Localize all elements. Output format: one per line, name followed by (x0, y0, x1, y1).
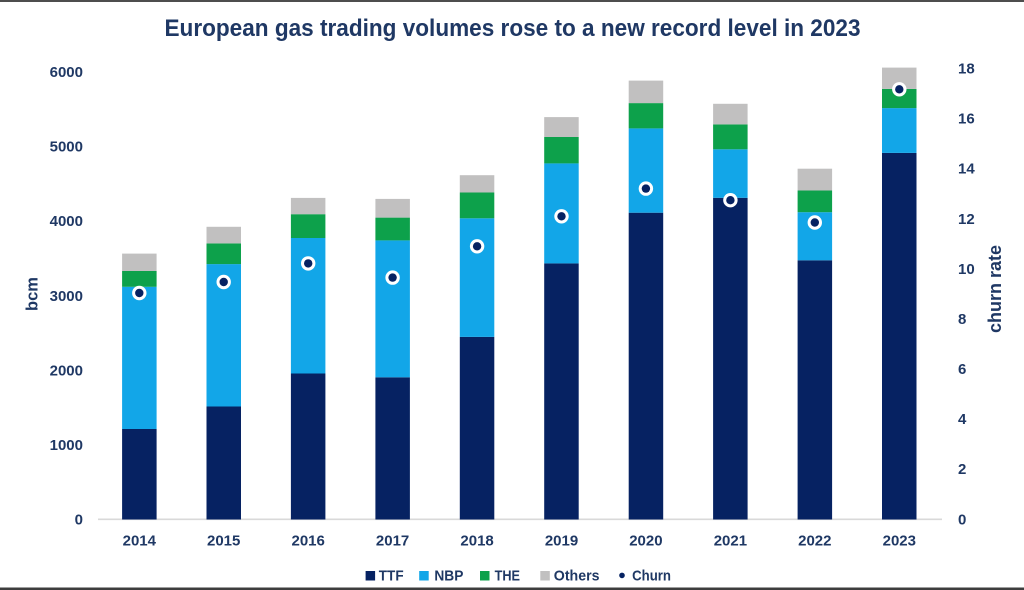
svg-text:2019: 2019 (545, 533, 578, 550)
svg-text:4: 4 (958, 411, 967, 428)
svg-text:10: 10 (958, 261, 975, 278)
svg-text:2015: 2015 (207, 533, 240, 550)
svg-text:8: 8 (958, 311, 966, 328)
svg-text:0: 0 (958, 511, 966, 528)
svg-text:3000: 3000 (50, 288, 83, 305)
svg-text:4000: 4000 (50, 213, 83, 230)
svg-text:2018: 2018 (460, 533, 493, 550)
svg-text:THE: THE (495, 568, 520, 585)
svg-text:2: 2 (958, 461, 966, 478)
svg-text:14: 14 (958, 161, 975, 178)
svg-text:NBP: NBP (434, 568, 463, 585)
svg-text:5000: 5000 (50, 139, 83, 156)
svg-text:European gas trading volumes r: European gas trading volumes rose to a n… (165, 15, 861, 42)
svg-text:12: 12 (958, 211, 975, 228)
svg-text:1000: 1000 (50, 437, 83, 454)
svg-text:2016: 2016 (292, 533, 325, 550)
svg-text:2017: 2017 (376, 533, 409, 550)
svg-text:16: 16 (958, 111, 975, 128)
svg-text:0: 0 (75, 512, 83, 529)
svg-text:2014: 2014 (123, 533, 157, 550)
svg-text:Churn: Churn (632, 568, 671, 585)
svg-text:churn rate: churn rate (985, 245, 1005, 333)
svg-text:TTF: TTF (379, 568, 404, 585)
svg-text:6: 6 (958, 361, 966, 378)
svg-text:6000: 6000 (50, 64, 83, 81)
svg-text:2023: 2023 (883, 533, 916, 550)
svg-text:2020: 2020 (629, 533, 662, 550)
svg-text:2000: 2000 (50, 362, 83, 379)
svg-text:bcm: bcm (24, 277, 42, 311)
svg-text:2022: 2022 (798, 533, 831, 550)
svg-text:18: 18 (958, 61, 975, 78)
svg-text:Others: Others (554, 568, 600, 585)
svg-text:2021: 2021 (714, 533, 747, 550)
